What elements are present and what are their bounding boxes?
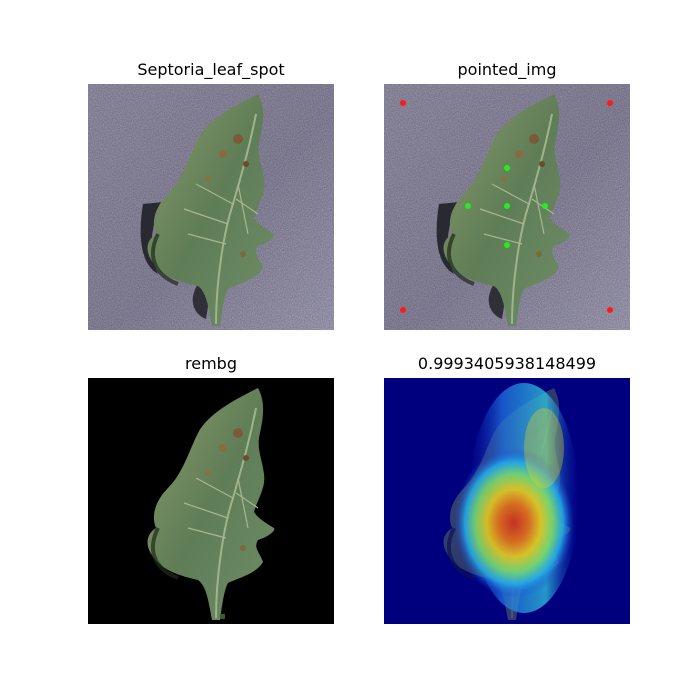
panel-title-original: Septoria_leaf_spot (137, 60, 285, 79)
background-points (400, 100, 613, 313)
foreground-points (465, 165, 548, 248)
rembg-leaf-image (88, 378, 334, 624)
red-point (607, 307, 613, 313)
green-point (504, 242, 510, 248)
red-point (607, 100, 613, 106)
green-point (465, 203, 471, 209)
green-point (504, 203, 510, 209)
green-point (542, 203, 548, 209)
panel-title-score: 0.9993405938148499 (417, 354, 597, 373)
heatmap-overlay-image (384, 378, 630, 624)
panel-title-rembg: rembg (185, 354, 237, 373)
original-leaf-image (88, 84, 334, 330)
panel-title-pointed: pointed_img (457, 60, 557, 79)
red-point (400, 307, 406, 313)
pointed-leaf-image (384, 84, 630, 330)
red-point (400, 100, 406, 106)
green-point (504, 165, 510, 171)
